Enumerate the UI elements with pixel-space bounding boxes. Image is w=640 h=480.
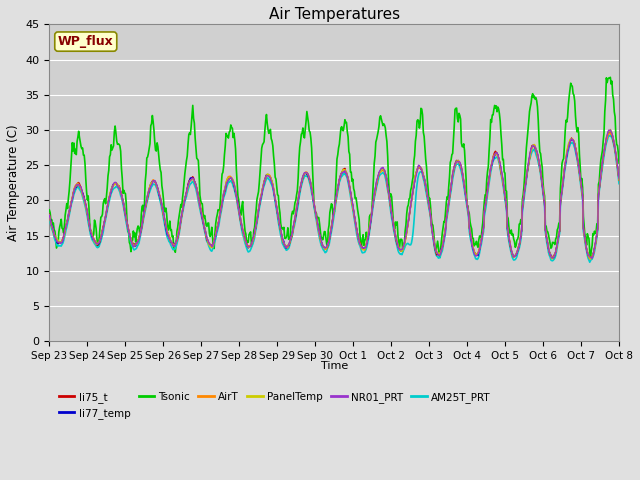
Title: Air Temperatures: Air Temperatures bbox=[269, 7, 400, 22]
Legend: li75_t, li77_temp, Tsonic, AirT, PanelTemp, NR01_PRT, AM25T_PRT: li75_t, li77_temp, Tsonic, AirT, PanelTe… bbox=[54, 388, 495, 423]
X-axis label: Time: Time bbox=[321, 361, 348, 371]
Y-axis label: Air Temperature (C): Air Temperature (C) bbox=[7, 125, 20, 241]
Text: WP_flux: WP_flux bbox=[58, 35, 114, 48]
